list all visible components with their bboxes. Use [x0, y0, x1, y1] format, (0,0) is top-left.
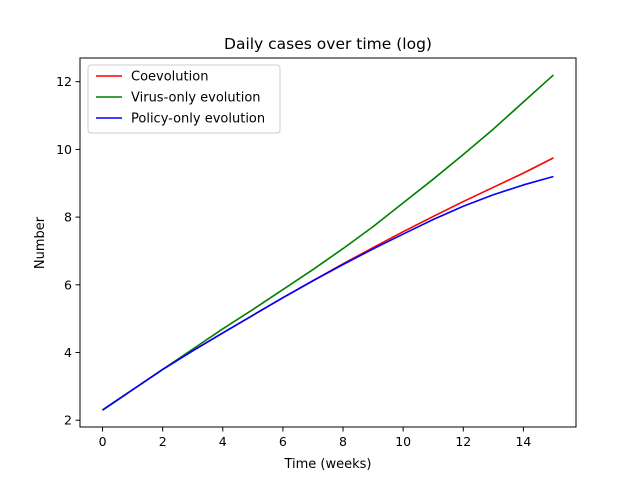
y-axis: 2 4 6 8 10 12 — [56, 74, 80, 428]
plot-frame — [79, 57, 577, 428]
legend-label-2: Policy-only evolution — [131, 112, 265, 127]
x-tick-label-0: 0 — [99, 434, 107, 449]
y-tick-label-2: 6 — [64, 277, 72, 292]
legend-box — [87, 64, 281, 134]
x-tick-label-4: 8 — [339, 434, 347, 449]
x-axis: 0 2 4 6 8 10 12 14 — [99, 427, 531, 449]
y-tick-label-3: 8 — [64, 210, 72, 225]
y-tick-label-1: 4 — [64, 345, 72, 360]
x-tick-label-5: 10 — [395, 434, 411, 449]
series-line-2 — [102, 175, 554, 411]
legend-label-0: Coevolution — [131, 70, 208, 85]
x-tick-label-2: 4 — [219, 434, 227, 449]
legend-label-1: Virus-only evolution — [131, 91, 261, 106]
x-tick-label-6: 12 — [455, 434, 471, 449]
y-tick-label-0: 2 — [64, 413, 72, 428]
y-tick-label-4: 10 — [56, 142, 72, 157]
x-tick-label-1: 2 — [159, 434, 167, 449]
y-axis-label: Number — [33, 216, 48, 269]
y-tick-label-5: 12 — [56, 74, 72, 89]
series-layer — [102, 74, 554, 411]
x-tick-label-7: 14 — [515, 434, 531, 449]
legend: Coevolution Virus-only evolution Policy-on… — [87, 64, 281, 134]
chart-title: Daily cases over time (log) — [224, 35, 432, 53]
x-axis-label: Time (weeks) — [283, 457, 371, 472]
x-tick-label-3: 6 — [279, 434, 287, 449]
